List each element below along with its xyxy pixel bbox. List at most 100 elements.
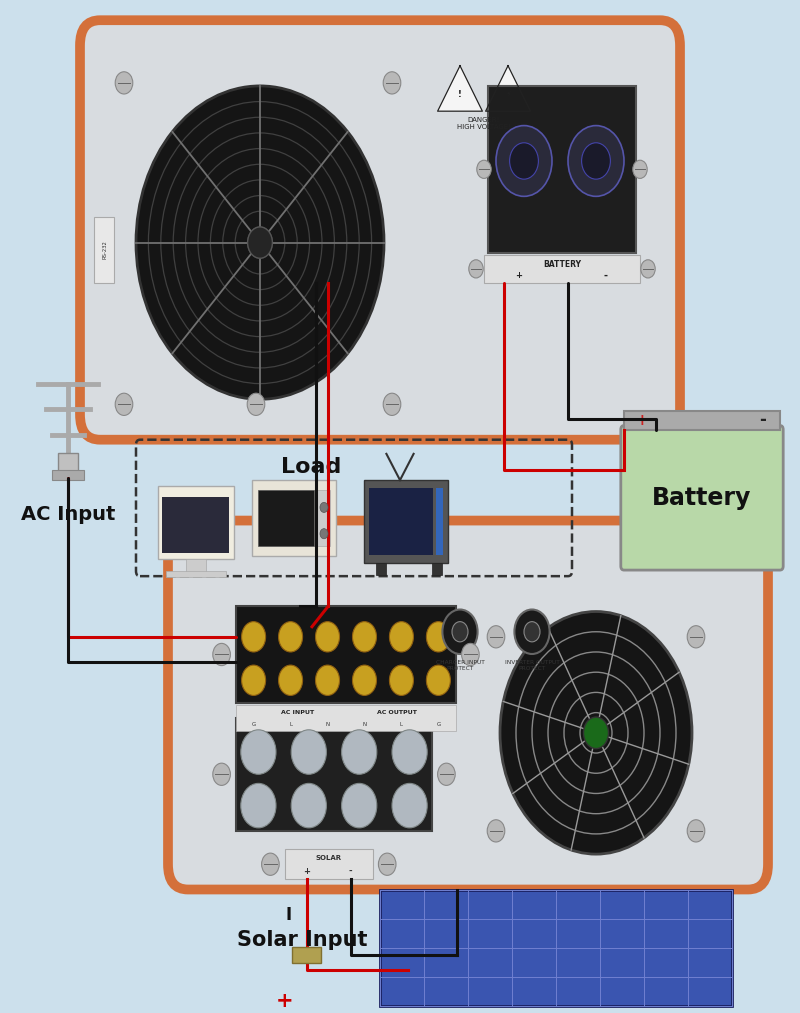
Circle shape [278, 666, 302, 696]
Bar [488, 86, 636, 252]
Circle shape [582, 143, 610, 179]
Text: G: G [436, 722, 441, 727]
Circle shape [500, 612, 692, 854]
Circle shape [315, 666, 339, 696]
Bar [236, 717, 432, 831]
Circle shape [469, 259, 483, 278]
Bar [236, 704, 456, 730]
Circle shape [641, 259, 655, 278]
Circle shape [136, 86, 384, 399]
Circle shape [514, 610, 550, 654]
Circle shape [496, 126, 552, 197]
Text: !: ! [458, 89, 462, 98]
Circle shape [315, 622, 339, 652]
Text: -: - [604, 270, 608, 281]
FancyBboxPatch shape [621, 425, 783, 570]
Text: N: N [326, 722, 330, 727]
Circle shape [426, 666, 450, 696]
Text: G: G [251, 722, 256, 727]
Circle shape [426, 622, 450, 652]
Text: DANGER!
HIGH VOLTAGE!: DANGER! HIGH VOLTAGE! [457, 118, 511, 131]
Bar [186, 559, 206, 573]
Circle shape [115, 393, 133, 415]
Circle shape [213, 763, 230, 785]
Circle shape [390, 666, 414, 696]
Circle shape [291, 783, 326, 828]
Circle shape [115, 72, 133, 94]
Circle shape [342, 729, 377, 774]
FancyBboxPatch shape [80, 20, 680, 440]
Text: +: + [276, 991, 294, 1011]
FancyBboxPatch shape [168, 521, 768, 889]
Bar [364, 480, 448, 563]
Circle shape [320, 529, 328, 539]
Polygon shape [486, 66, 530, 111]
Bar [432, 563, 442, 575]
Text: Load: Load [281, 457, 342, 477]
Text: L: L [289, 722, 292, 727]
Bar [58, 453, 78, 475]
Text: I: I [286, 906, 292, 924]
Circle shape [241, 783, 276, 828]
Circle shape [477, 160, 491, 178]
Circle shape [524, 622, 540, 642]
Circle shape [462, 643, 479, 666]
Text: RS-232: RS-232 [102, 240, 107, 259]
Bar [484, 254, 640, 283]
Bar [258, 490, 314, 546]
Circle shape [241, 729, 276, 774]
Text: -: - [349, 867, 353, 876]
Circle shape [438, 763, 455, 785]
Text: CHARGER INPUT
PROTECT: CHARGER INPUT PROTECT [436, 660, 484, 671]
Text: AC INPUT: AC INPUT [281, 710, 314, 715]
Bar [436, 488, 443, 555]
Circle shape [442, 610, 478, 654]
Circle shape [242, 622, 266, 652]
Circle shape [213, 643, 230, 666]
Text: +: + [515, 271, 522, 281]
Circle shape [383, 72, 401, 94]
Circle shape [383, 393, 401, 415]
Text: Battery: Battery [652, 486, 752, 510]
Text: BATTERY: BATTERY [543, 260, 581, 269]
Text: AC OUTPUT: AC OUTPUT [377, 710, 417, 715]
Bar [285, 849, 373, 879]
Circle shape [487, 820, 505, 842]
Circle shape [247, 393, 265, 415]
Bar [624, 411, 780, 430]
Bar [293, 947, 321, 963]
Circle shape [583, 717, 609, 749]
Circle shape [242, 666, 266, 696]
Polygon shape [438, 66, 482, 111]
Text: AC Input: AC Input [21, 505, 115, 525]
Text: +: + [303, 867, 310, 876]
Text: Solar Input: Solar Input [237, 930, 368, 950]
Circle shape [452, 622, 468, 642]
Circle shape [320, 502, 328, 513]
Bar [316, 490, 330, 546]
Bar [94, 218, 114, 283]
Circle shape [392, 729, 427, 774]
Bar [158, 486, 234, 559]
Circle shape [568, 126, 624, 197]
Bar [236, 607, 456, 702]
Circle shape [487, 626, 505, 648]
Text: INVERTER OUTPUT
PROTECT: INVERTER OUTPUT PROTECT [505, 660, 559, 671]
Circle shape [248, 227, 272, 258]
Circle shape [390, 622, 414, 652]
Circle shape [278, 622, 302, 652]
Bar [376, 563, 386, 575]
Bar [380, 889, 732, 1006]
Text: -: - [759, 411, 766, 430]
Bar [162, 497, 229, 553]
Circle shape [633, 160, 647, 178]
Circle shape [687, 626, 705, 648]
Bar [166, 571, 226, 577]
Circle shape [687, 820, 705, 842]
Circle shape [378, 853, 396, 875]
Bar [369, 488, 433, 555]
Circle shape [262, 853, 279, 875]
Bar [52, 470, 84, 480]
Text: +: + [635, 413, 648, 428]
Circle shape [510, 143, 538, 179]
